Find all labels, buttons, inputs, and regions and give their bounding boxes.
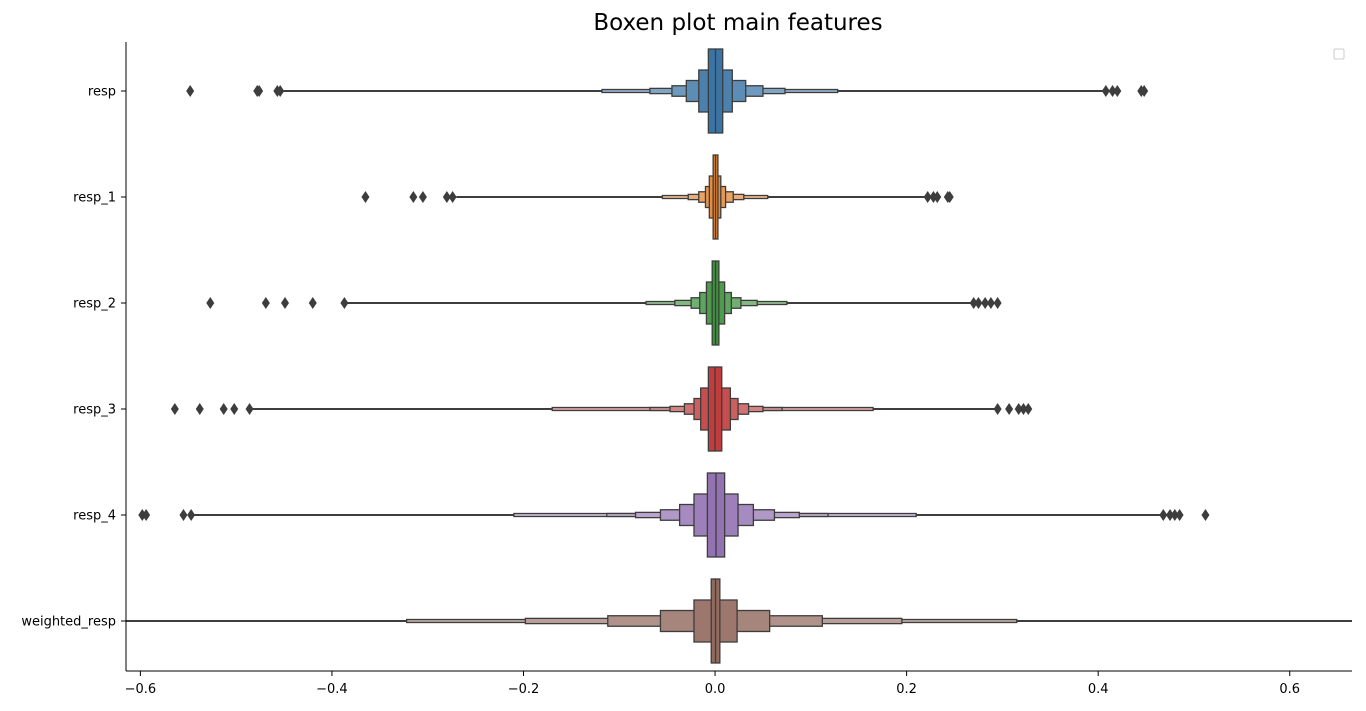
outlier-point <box>1166 509 1175 521</box>
outlier-point <box>276 85 285 97</box>
outlier-point <box>340 297 349 309</box>
y-tick-label: resp_4 <box>73 509 116 524</box>
x-tick-label: −0.2 <box>508 682 540 697</box>
outlier-point <box>1019 403 1028 415</box>
outlier-point <box>1159 509 1168 521</box>
series-resp_2 <box>206 260 1002 346</box>
outlier-point <box>986 297 995 309</box>
series-resp <box>186 48 1149 134</box>
outlier-point <box>245 403 254 415</box>
legend-box <box>1333 48 1345 60</box>
outlier-point <box>230 403 239 415</box>
outlier-point <box>261 297 270 309</box>
outlier-point <box>308 297 317 309</box>
x-tick-label: −0.4 <box>316 682 348 697</box>
outlier-point <box>1140 85 1149 97</box>
x-tick-label: 0.6 <box>1279 682 1300 697</box>
outlier-point <box>1113 85 1122 97</box>
outlier-point <box>1170 509 1179 521</box>
outlier-point <box>1108 85 1117 97</box>
outlier-point <box>187 509 196 521</box>
y-tick-label: resp_2 <box>73 297 116 312</box>
series-layer <box>126 48 1352 664</box>
outlier-point <box>993 403 1002 415</box>
y-tick-label: resp <box>88 85 116 100</box>
outlier-point <box>1024 403 1033 415</box>
outlier-point <box>179 509 188 521</box>
x-tick-label: 0.4 <box>1088 682 1109 697</box>
outlier-point <box>219 403 228 415</box>
outlier-point <box>442 191 451 203</box>
outlier-point <box>142 509 151 521</box>
outlier-point <box>361 191 370 203</box>
outlier-point <box>186 85 195 97</box>
outlier-point <box>195 403 204 415</box>
outlier-point <box>981 297 990 309</box>
x-tick-label: 0.0 <box>705 682 726 697</box>
axes-layer: resp resp_1 resp_2 resp_3 resp_4 weighted_res… <box>21 42 1352 697</box>
outlier-point <box>933 191 942 203</box>
outlier-point <box>1175 509 1184 521</box>
outlier-point <box>1101 85 1110 97</box>
outlier-point <box>280 297 289 309</box>
outlier-point <box>969 297 978 309</box>
outlier-point <box>409 191 418 203</box>
outlier-point <box>418 191 427 203</box>
y-tick-label: weighted_resp <box>21 615 116 630</box>
outlier-point <box>1201 509 1210 521</box>
x-tick-label: 0.2 <box>896 682 917 697</box>
outlier-point <box>448 191 457 203</box>
outlier-point <box>945 191 954 203</box>
y-tick-label: resp_1 <box>73 191 116 206</box>
chart-title: Boxen plot main features <box>593 10 883 36</box>
outlier-point <box>993 297 1002 309</box>
outlier-point <box>974 297 983 309</box>
series-resp_1 <box>361 154 954 240</box>
series-resp_4 <box>138 472 1210 558</box>
outlier-point <box>170 403 179 415</box>
outlier-point <box>1014 403 1023 415</box>
outlier-point <box>1005 403 1014 415</box>
x-tick-label: −0.6 <box>125 682 157 697</box>
outlier-point <box>923 191 932 203</box>
outlier-point <box>206 297 215 309</box>
y-tick-label: resp_3 <box>73 403 116 418</box>
series-weighted_resp <box>126 578 1352 664</box>
series-resp_3 <box>170 366 1033 452</box>
outlier-point <box>255 85 264 97</box>
